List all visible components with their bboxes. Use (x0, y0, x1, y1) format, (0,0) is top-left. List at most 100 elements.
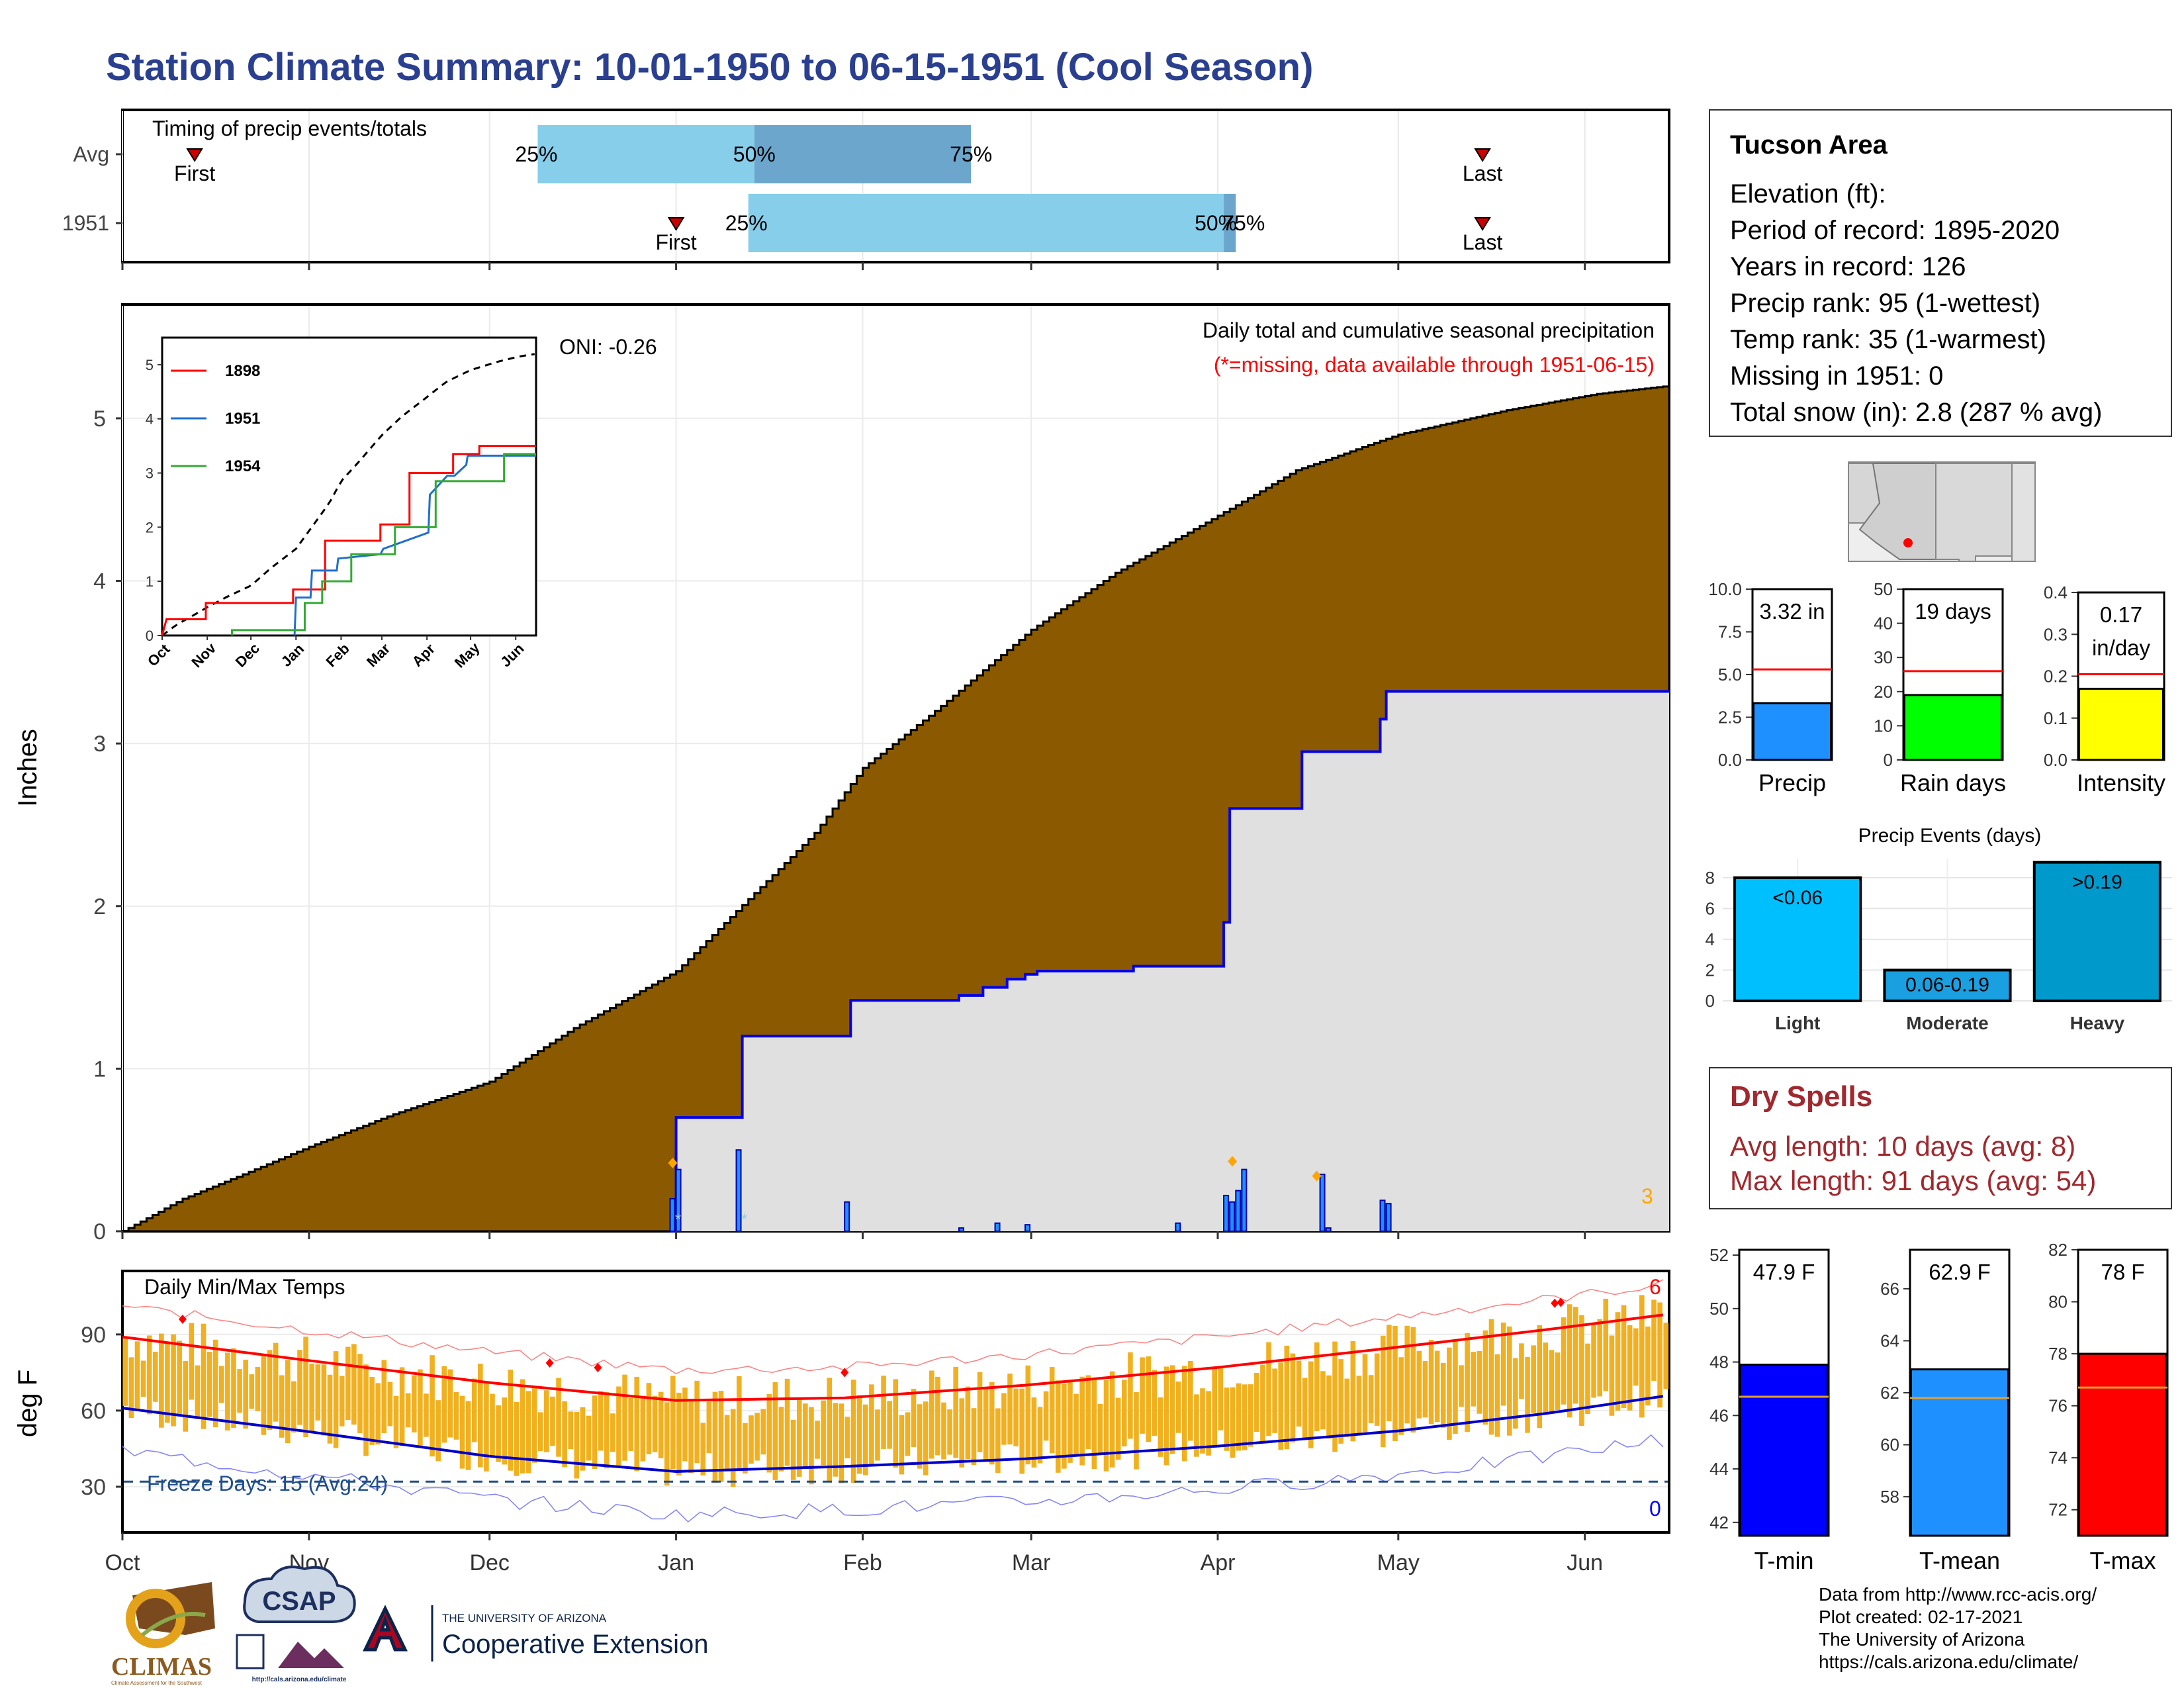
precip-chart: 0 1 2 3 4 5 * * (93, 306, 1670, 1244)
tmax-gauge-ytick-label: 76 (2048, 1396, 2068, 1416)
daily-precip-bar (1235, 1190, 1242, 1232)
daily-temp-bar (195, 1365, 201, 1419)
precip-extreme-marker (1228, 1156, 1238, 1167)
precip-ytick-label: 5 (93, 406, 106, 432)
tmin-gauge-ytick-label: 52 (1709, 1245, 1729, 1265)
inset-legend-label: 1898 (225, 362, 260, 380)
avg-min-line (122, 1395, 1664, 1473)
station-precip-rank: Precip rank: 95 (1-wettest) (1730, 289, 2041, 318)
daily-temp-bar (610, 1413, 615, 1452)
daily-temp-bar (1494, 1354, 1500, 1437)
daily-temp-bar (1097, 1403, 1103, 1455)
daily-temp-bar (424, 1393, 429, 1437)
daily-temp-bar (1639, 1295, 1645, 1418)
daily-temp-bar (1633, 1328, 1639, 1386)
tmean-gauge-ytick-label: 62 (1880, 1383, 1899, 1403)
daily-temp-bar (1573, 1307, 1578, 1404)
precip-gauge-ytick-label: 7.5 (1718, 622, 1742, 642)
daily-temp-bar (574, 1411, 580, 1479)
events-category-label: Heavy (2070, 1013, 2125, 1033)
daily-temp-bar (1043, 1391, 1049, 1441)
daily-temp-bar (1212, 1368, 1217, 1446)
daily-temp-bar (1500, 1322, 1506, 1406)
record-high-marker (594, 1362, 602, 1372)
record-max-line (122, 1279, 1664, 1375)
daily-temp-bar (1206, 1391, 1211, 1456)
timing-first-marker (186, 148, 203, 162)
daily-temp-bar (447, 1369, 453, 1438)
daily-temp-bar (1477, 1351, 1482, 1414)
daily-temp-bar (941, 1402, 946, 1460)
inset-ytick-label: 2 (146, 519, 154, 536)
daily-temp-bar (1645, 1326, 1651, 1406)
timing-row-label: Avg (73, 142, 109, 166)
precip-gauge-bar (1752, 702, 1832, 761)
intensity-gauge-bar (2078, 687, 2164, 761)
daily-temp-bar (550, 1396, 555, 1446)
daily-temp-bar (827, 1378, 833, 1481)
daily-temp-bar (929, 1370, 934, 1459)
daily-temp-bar (544, 1390, 549, 1452)
month-label: Feb (843, 1550, 882, 1575)
daily-temp-bar (249, 1374, 255, 1409)
daily-precip-bar (735, 1149, 742, 1233)
record-high-marker (545, 1358, 554, 1368)
daily-temp-bar (369, 1376, 375, 1445)
dry-spells-max: Max length: 91 days (avg: 54) (1730, 1165, 2097, 1196)
current-season-line (670, 690, 1669, 1233)
daily-temp-bar (1387, 1325, 1392, 1422)
temp-min-count: 0 (1649, 1497, 1661, 1521)
daily-temp-bar (856, 1395, 862, 1474)
daily-temp-bar (923, 1401, 929, 1476)
intensity-gauge-ytick-label: 0.2 (2044, 667, 2068, 686)
daily-temp-bar (640, 1397, 646, 1462)
daily-temp-bar (724, 1415, 730, 1470)
location-map (1848, 461, 2036, 562)
daily-temp-bar (405, 1393, 411, 1428)
daily-temp-bar (1019, 1388, 1025, 1474)
daily-temp-bar (1482, 1330, 1488, 1425)
daily-temp-bar (1163, 1366, 1169, 1466)
daily-temp-bar (261, 1356, 267, 1435)
ua-logo: THE UNIVERSITY OF ARIZONA Cooperative Ex… (363, 1605, 708, 1662)
tmean-gauge-name: T-mean (1919, 1547, 2000, 1574)
raindays-gauge-ytick-label: 40 (1874, 614, 1893, 633)
daily-temp-bar (1296, 1360, 1302, 1427)
daily-temp-bar (478, 1364, 483, 1468)
events-bar (1883, 968, 2012, 1003)
daily-temp-bar (1320, 1371, 1326, 1430)
daily-temp-bar (484, 1382, 489, 1472)
daily-temp-bar (1434, 1350, 1440, 1423)
daily-temp-bar (1621, 1305, 1627, 1409)
daily-temp-bar (285, 1360, 291, 1444)
daily-temp-bar (1134, 1392, 1139, 1470)
daily-temp-bar (712, 1391, 718, 1483)
daily-temp-bar (297, 1350, 302, 1425)
daily-temp-bar (622, 1374, 627, 1461)
daily-precip-bar (1319, 1174, 1326, 1232)
daily-temp-bar (351, 1344, 357, 1425)
station-missing: Missing in 1951: 0 (1730, 361, 1944, 391)
daily-temp-bar (1122, 1380, 1127, 1447)
daily-temp-bar (339, 1376, 345, 1427)
daily-temp-bar (140, 1360, 146, 1397)
daily-temp-bar (128, 1357, 134, 1418)
daily-precip-bar (669, 1197, 676, 1233)
daily-temp-bar (658, 1391, 664, 1459)
daily-temp-bar (1007, 1374, 1013, 1445)
daily-temp-bar (1615, 1312, 1621, 1411)
daily-temp-bar (225, 1352, 230, 1431)
record-high-marker (1557, 1297, 1565, 1307)
daily-temp-bar (1459, 1365, 1464, 1407)
daily-temp-bar (1591, 1323, 1596, 1398)
daily-temp-bar (1368, 1375, 1374, 1424)
daily-temp-bar (189, 1323, 195, 1400)
tmin-gauge-ytick-label: 50 (1709, 1299, 1729, 1319)
daily-temp-bar (508, 1370, 514, 1471)
daily-temp-bar (905, 1412, 911, 1456)
precip-extreme-marker (1312, 1170, 1322, 1182)
daily-temp-bar (1543, 1342, 1549, 1415)
inset-legend-label: 1951 (225, 410, 260, 428)
inset-series-1951 (293, 454, 536, 636)
